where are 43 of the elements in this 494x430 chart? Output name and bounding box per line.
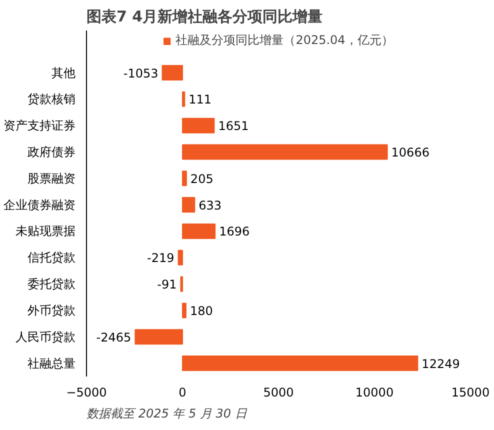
bar bbox=[182, 302, 186, 318]
data-label: 1651 bbox=[218, 119, 249, 134]
bar bbox=[182, 356, 418, 372]
bar bbox=[182, 197, 196, 213]
y-tick-label: 委托贷款 bbox=[28, 277, 76, 292]
y-tick-label: 贷款核销 bbox=[28, 92, 76, 106]
data-label: 12249 bbox=[422, 356, 460, 371]
data-label: 633 bbox=[198, 198, 222, 212]
x-tick-label: −5000 bbox=[66, 386, 107, 400]
bar bbox=[182, 170, 187, 186]
data-label: 180 bbox=[190, 304, 213, 318]
bar bbox=[182, 91, 186, 107]
x-tick-label: 5000 bbox=[263, 386, 294, 400]
bar bbox=[162, 64, 183, 81]
y-tick-label: 信托贷款 bbox=[28, 250, 76, 265]
y-tick-label: 外币贷款 bbox=[28, 303, 76, 318]
text: 数据截至 2025 年 5 月 30 日 bbox=[86, 406, 248, 420]
y-tick-label: 政府债券 bbox=[28, 144, 76, 159]
x-tick-label: 15000 bbox=[451, 386, 490, 400]
y-tick-label: 其他 bbox=[52, 66, 76, 80]
bar bbox=[182, 144, 388, 160]
data-label: 111 bbox=[188, 92, 212, 107]
y-tick-label: 未贴现票据 bbox=[16, 224, 76, 238]
x-tick-label: 10000 bbox=[355, 386, 394, 400]
bar bbox=[178, 250, 183, 266]
data-label: -91 bbox=[157, 278, 177, 292]
bar bbox=[134, 329, 183, 345]
bar bbox=[182, 118, 215, 134]
y-tick-label: 企业债券融资 bbox=[4, 198, 76, 212]
y-tick-label: 股票融资 bbox=[28, 171, 76, 186]
data-label: -1053 bbox=[123, 66, 158, 80]
y-tick-label: 资产支持证券 bbox=[4, 118, 76, 133]
data-label: 205 bbox=[190, 172, 214, 186]
legend-label: 社融及分项同比增量（2025.04，亿元） bbox=[176, 32, 394, 49]
y-tick-label: 人民币贷款 bbox=[16, 330, 76, 344]
data-label: -2465 bbox=[96, 330, 132, 344]
chart-title: 图表7 4月新增社融各分项同比增量 bbox=[86, 8, 323, 26]
x-tick-label: 0 bbox=[178, 386, 186, 400]
data-label: -219 bbox=[147, 251, 174, 266]
data-label: 1696 bbox=[219, 224, 250, 239]
data-label: 10666 bbox=[391, 145, 430, 160]
y-tick-label: 社融总量 bbox=[28, 356, 76, 370]
bar bbox=[182, 223, 216, 239]
